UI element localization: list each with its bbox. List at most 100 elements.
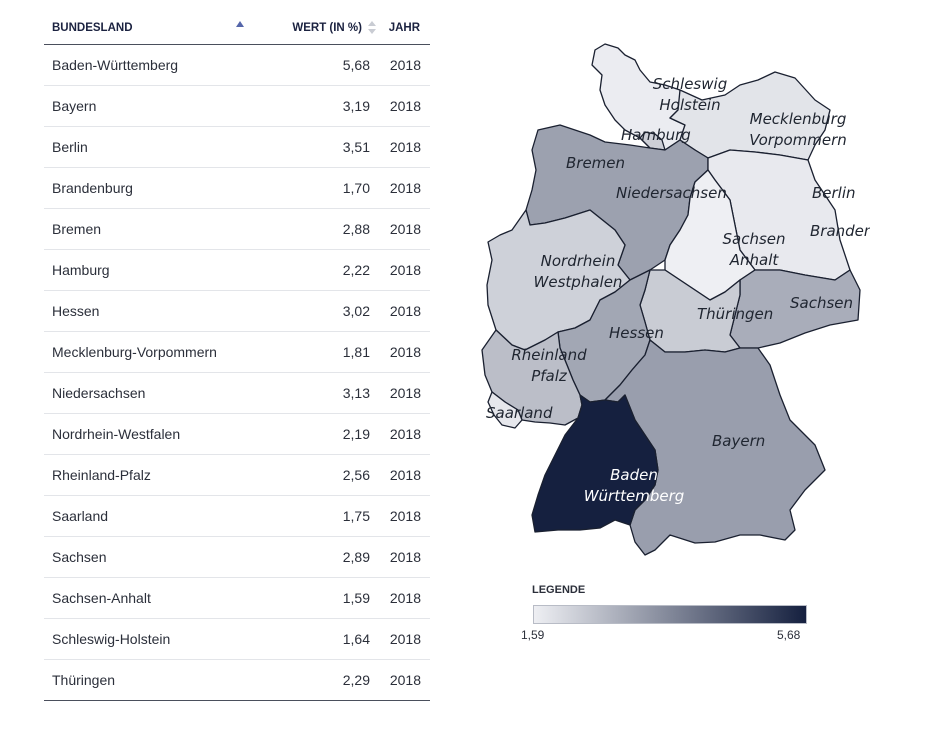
region-label-nw: Nordrhein Westphalen (534, 252, 623, 291)
table-row[interactable]: Niedersachsen 3,13 2018 (44, 372, 430, 414)
table-header-row: BUNDESLAND WERT (IN %) JAHR (44, 12, 430, 45)
cell-value: 1,75 (252, 495, 378, 537)
cell-value: 3,13 (252, 372, 378, 414)
cell-year: 2018 (378, 249, 430, 291)
region-label-by: Bayern (712, 432, 765, 450)
region-label-th: Thüringen (697, 305, 773, 323)
cell-state: Saarland (44, 495, 252, 537)
cell-year: 2018 (378, 208, 430, 250)
sort-toggle-icon (368, 21, 376, 35)
legend-title: LEGENDE (532, 584, 586, 596)
table-row[interactable]: Bayern 3,19 2018 (44, 85, 430, 127)
cell-year: 2018 (378, 290, 430, 332)
data-table-container: BUNDESLAND WERT (IN %) JAHR Baden-Württe… (44, 12, 430, 701)
cell-state: Thüringen (44, 659, 252, 701)
region-label-sh: Schleswig Holstein (653, 75, 727, 114)
cell-state: Hamburg (44, 249, 252, 291)
cell-year: 2018 (378, 577, 430, 619)
cell-value: 1,81 (252, 331, 378, 373)
cell-value: 2,88 (252, 208, 378, 250)
region-label-bw: Baden Württemberg (584, 466, 685, 505)
column-header-value[interactable]: WERT (IN %) (252, 12, 378, 45)
cell-value: 2,22 (252, 249, 378, 291)
table-row[interactable]: Thüringen 2,29 2018 (44, 659, 430, 701)
region-label-ni: Niedersachsen (616, 184, 727, 202)
cell-value: 2,29 (252, 659, 378, 701)
cell-state: Schleswig-Holstein (44, 618, 252, 660)
cell-value: 2,19 (252, 413, 378, 455)
germany-choropleth-map: Schleswig Holstein Hamburg Mecklenburg Vorpo… (481, 43, 870, 556)
cell-year: 2018 (378, 659, 430, 701)
region-label-hh: Hamburg (621, 126, 691, 144)
column-header-state-label: BUNDESLAND (52, 22, 133, 34)
cell-state: Sachsen-Anhalt (44, 577, 252, 619)
table-row[interactable]: Nordrhein-Westfalen 2,19 2018 (44, 413, 430, 455)
table-row[interactable]: Mecklenburg-Vorpommern 1,81 2018 (44, 331, 430, 373)
table-row[interactable]: Hamburg 2,22 2018 (44, 249, 430, 291)
table-row[interactable]: Schleswig-Holstein 1,64 2018 (44, 618, 430, 660)
region-label-rp: Rheinland Pfalz (511, 346, 587, 385)
region-label-bb: Brandenburg (810, 222, 870, 240)
cell-year: 2018 (378, 331, 430, 373)
region-label-sn: Sachsen (790, 294, 853, 312)
table-row[interactable]: Saarland 1,75 2018 (44, 495, 430, 537)
legend-color-bar (533, 605, 807, 624)
column-header-state[interactable]: BUNDESLAND (44, 12, 252, 45)
cell-year: 2018 (378, 536, 430, 578)
table-row[interactable]: Sachsen 2,89 2018 (44, 536, 430, 578)
cell-state: Brandenburg (44, 167, 252, 209)
cell-year: 2018 (378, 167, 430, 209)
cell-state: Niedersachsen (44, 372, 252, 414)
cell-year: 2018 (378, 85, 430, 127)
cell-year: 2018 (378, 372, 430, 414)
cell-year: 2018 (378, 413, 430, 455)
table-body: Baden-Württemberg 5,68 2018 Bayern 3,19 2018 B… (44, 44, 430, 701)
table-row[interactable]: Brandenburg 1,70 2018 (44, 167, 430, 209)
region-label-mv: Mecklenburg Vorpommern (749, 110, 847, 149)
cell-year: 2018 (378, 495, 430, 537)
cell-state: Baden-Württemberg (44, 44, 252, 86)
cell-state: Mecklenburg-Vorpommern (44, 331, 252, 373)
cell-year: 2018 (378, 618, 430, 660)
cell-value: 3,19 (252, 85, 378, 127)
column-header-value-label: WERT (IN %) (292, 22, 362, 35)
region-label-st: Sachsen Anhalt (722, 230, 785, 269)
cell-value: 3,51 (252, 126, 378, 168)
legend-max-label: 5,68 (777, 628, 801, 642)
table-row[interactable]: Baden-Württemberg 5,68 2018 (44, 44, 430, 86)
legend-min-label: 1,59 (521, 628, 545, 642)
cell-value: 1,64 (252, 618, 378, 660)
cell-year: 2018 (378, 44, 430, 86)
cell-state: Bayern (44, 85, 252, 127)
cell-value: 3,02 (252, 290, 378, 332)
region-label-sl: Saarland (486, 404, 553, 422)
cell-state: Hessen (44, 290, 252, 332)
column-header-year[interactable]: JAHR (378, 12, 430, 45)
data-table: BUNDESLAND WERT (IN %) JAHR Baden-Württe… (44, 12, 430, 701)
cell-year: 2018 (378, 126, 430, 168)
cell-value: 5,68 (252, 44, 378, 86)
legend: LEGENDE 1,59 5,68 (521, 584, 821, 642)
region-saarland[interactable] (487, 391, 523, 429)
region-label-be: Berlin (812, 184, 856, 202)
column-header-year-label: JAHR (388, 22, 420, 34)
table-row[interactable]: Berlin 3,51 2018 (44, 126, 430, 168)
region-baden-wuerttemberg[interactable] (531, 394, 659, 533)
cell-state: Sachsen (44, 536, 252, 578)
table-row[interactable]: Hessen 3,02 2018 (44, 290, 430, 332)
cell-state: Bremen (44, 208, 252, 250)
table-row[interactable]: Sachsen-Anhalt 1,59 2018 (44, 577, 430, 619)
cell-value: 1,70 (252, 167, 378, 209)
cell-value: 1,59 (252, 577, 378, 619)
table-row[interactable]: Bremen 2,88 2018 (44, 208, 430, 250)
cell-year: 2018 (378, 454, 430, 496)
cell-state: Nordrhein-Westfalen (44, 413, 252, 455)
region-label-he: Hessen (609, 324, 664, 342)
region-label-hb: Bremen (566, 154, 625, 172)
table-row[interactable]: Rheinland-Pfalz 2,56 2018 (44, 454, 430, 496)
region-mecklenburg-vorpommern[interactable] (669, 71, 831, 161)
cell-value: 2,89 (252, 536, 378, 578)
cell-state: Rheinland-Pfalz (44, 454, 252, 496)
cell-state: Berlin (44, 126, 252, 168)
cell-value: 2,56 (252, 454, 378, 496)
